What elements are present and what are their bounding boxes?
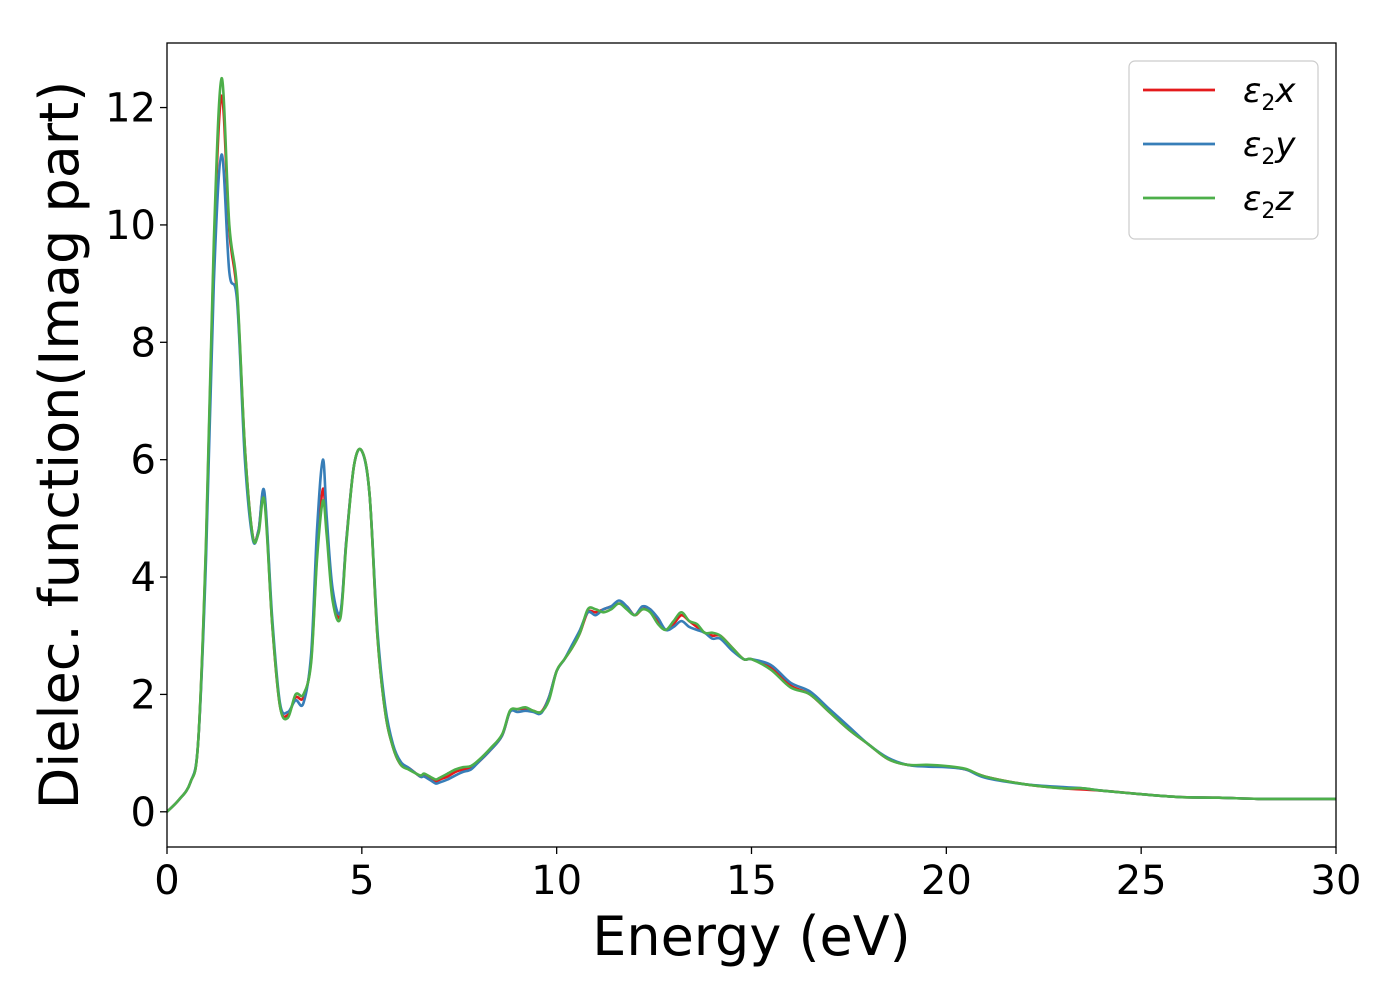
y-axis: 0 2 4 6 8 10 12 bbox=[105, 86, 167, 836]
y-tick-label: 6 bbox=[131, 438, 156, 484]
x-tick-label: 15 bbox=[726, 858, 777, 904]
series-line-z bbox=[167, 76, 1336, 813]
series-layer bbox=[167, 76, 1336, 813]
legend-label-x: ε2x bbox=[1243, 71, 1296, 116]
y-tick-label: 2 bbox=[131, 672, 156, 718]
x-tick-label: 30 bbox=[1311, 858, 1362, 904]
x-tick-label: 10 bbox=[531, 858, 582, 904]
y-tick-label: 4 bbox=[131, 555, 156, 601]
x-tick-label: 0 bbox=[154, 858, 179, 904]
y-tick-label: 12 bbox=[105, 86, 156, 132]
y-tick-label: 8 bbox=[131, 320, 156, 366]
x-tick-label: 5 bbox=[349, 858, 374, 904]
x-tick-label: 20 bbox=[921, 858, 972, 904]
legend: ε2x ε2y ε2z bbox=[1128, 60, 1319, 240]
x-axis: 0 5 10 15 20 25 30 bbox=[154, 847, 1361, 904]
y-tick-label: 10 bbox=[105, 203, 156, 249]
legend-label-z: ε2z bbox=[1243, 179, 1294, 224]
x-tick-label: 25 bbox=[1116, 858, 1167, 904]
legend-box bbox=[1128, 60, 1319, 240]
x-axis-title: Energy (eV) bbox=[592, 905, 911, 968]
y-axis-title: Dielec. function(Imag part) bbox=[28, 81, 91, 810]
legend-label-y: ε2y bbox=[1243, 125, 1296, 170]
y-tick-label: 0 bbox=[131, 790, 156, 836]
